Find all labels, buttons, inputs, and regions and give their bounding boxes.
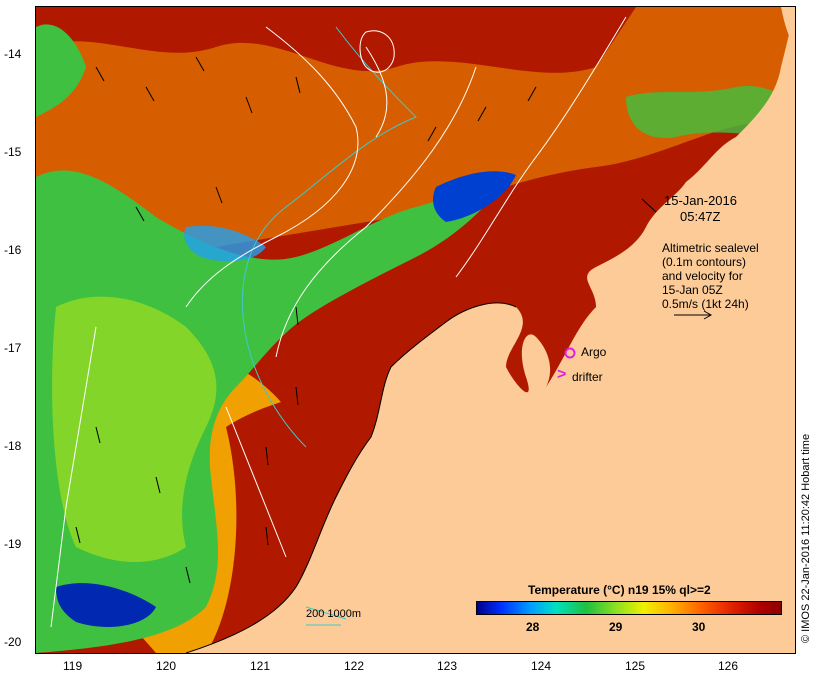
- legend-line: 15-Jan 05Z: [662, 283, 723, 297]
- y-tick-label: -14: [4, 47, 22, 61]
- argo-label: Argo: [581, 345, 607, 359]
- argo-marker: [564, 347, 576, 359]
- x-tick-label: 125: [625, 659, 646, 673]
- y-tick-label: -15: [4, 145, 22, 159]
- colorbar-tick-label: 29: [609, 620, 623, 634]
- contour-1: [185, 26, 359, 308]
- timestamp-time: 05:47Z: [680, 209, 721, 224]
- velocity-arrows: [75, 56, 537, 584]
- contour-6: [225, 406, 287, 558]
- cyan-patch: [184, 225, 266, 262]
- y-tick-label: -17: [4, 341, 22, 355]
- y-tick-label: -19: [4, 537, 22, 551]
- y-tick-label: -16: [4, 243, 22, 257]
- legend-line: 0.5m/s (1kt 24h): [662, 297, 749, 311]
- x-tick-label: 122: [344, 659, 365, 673]
- contour-2: [275, 66, 477, 358]
- x-tick-label: 121: [250, 659, 271, 673]
- x-tick-label: 126: [718, 659, 739, 673]
- colorbar-tick-label: 28: [526, 620, 540, 634]
- timestamp-date: 15-Jan-2016: [664, 193, 737, 208]
- colorbar-title: Temperature (°C) n19 15% ql>=2: [528, 583, 711, 597]
- legend-line: and velocity for: [662, 269, 743, 283]
- isobath-label: 200 1000m: [306, 608, 362, 620]
- contour-5: [365, 46, 388, 138]
- contour-4: [50, 326, 97, 628]
- contour-3: [455, 16, 627, 278]
- colorbar: [476, 601, 782, 615]
- map-frame: [35, 6, 796, 654]
- isobath-shelf: [241, 26, 417, 448]
- cool-region-light: [52, 296, 217, 562]
- land: [186, 7, 795, 653]
- warm-band: [36, 7, 795, 287]
- legend-line: (0.1m contours): [662, 255, 747, 269]
- y-tick-label: -18: [4, 439, 22, 453]
- green-north-patch: [36, 24, 86, 117]
- drifter-icon: >: [557, 366, 567, 383]
- cold-southwest: [56, 583, 156, 627]
- legend-line: Altimetric sealevel: [662, 241, 759, 255]
- credit-text: © IMOS 22-Jan-2016 11:20:42 Hobart time: [800, 433, 812, 643]
- contour-loop: [359, 30, 395, 73]
- x-tick-label: 123: [437, 659, 458, 673]
- x-tick-label: 124: [531, 659, 552, 673]
- drifter-label: drifter: [572, 370, 603, 384]
- land-north-tip: [781, 7, 795, 47]
- isobath-200: [305, 606, 347, 620]
- velocity-scale-arrow: [674, 310, 713, 320]
- x-tick-label: 120: [156, 659, 177, 673]
- sst-map: [36, 7, 795, 653]
- timestamp-pointer: [641, 198, 657, 213]
- x-tick-label: 119: [63, 659, 83, 673]
- colorbar-tick-label: 30: [692, 620, 706, 634]
- cold-patch: [433, 171, 516, 222]
- y-tick-label: -20: [4, 635, 22, 649]
- coastline: [185, 302, 517, 653]
